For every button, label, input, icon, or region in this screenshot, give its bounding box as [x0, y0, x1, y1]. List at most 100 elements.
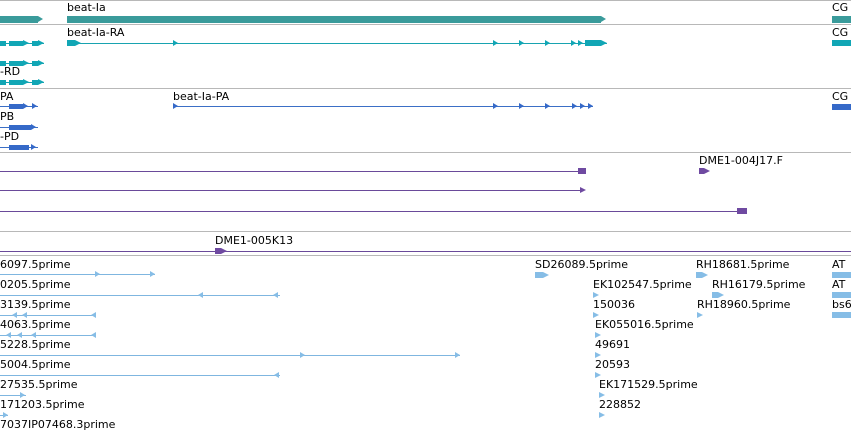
track-divider — [0, 255, 851, 256]
mrna-arrow — [38, 60, 44, 66]
mrna-exon — [0, 80, 6, 85]
protein-right-feature[interactable] — [832, 104, 851, 110]
clone-label-dme1-005k13: DME1-005K13 — [215, 234, 294, 247]
protein-exon — [9, 145, 29, 150]
est-label: RH18960.5prime — [697, 298, 791, 311]
clone-dme1-004j17[interactable] — [699, 168, 704, 174]
clone-line[interactable] — [0, 190, 580, 191]
est-label: 20593 — [595, 358, 630, 371]
mrna-arrow — [578, 40, 583, 46]
est-feature[interactable] — [599, 392, 605, 398]
protein-arrow — [493, 103, 498, 109]
est-line[interactable] — [0, 375, 280, 376]
mrna-exon — [0, 41, 6, 46]
est-arrow — [95, 271, 100, 277]
protein-arrow — [31, 124, 36, 130]
gene-feature-beat-ia[interactable] — [67, 16, 606, 23]
mrna-arrow — [23, 60, 29, 66]
gene-feature-right[interactable] — [832, 16, 851, 23]
est-feature[interactable] — [696, 272, 702, 278]
est-feature[interactable] — [697, 312, 703, 318]
protein-exon — [9, 125, 31, 130]
protein-arrow — [572, 103, 577, 109]
mrna-arrow — [173, 40, 178, 46]
gene-feature-left[interactable] — [0, 16, 43, 23]
est-arrow — [22, 312, 27, 318]
protein-beat-ia-pa[interactable] — [173, 106, 593, 107]
est-label: 0205.5prime — [0, 278, 71, 291]
track-divider — [0, 0, 851, 1]
est-arrow — [6, 332, 11, 338]
mrna-exon — [32, 61, 38, 66]
est-arrow — [543, 272, 549, 278]
protein-arrow — [32, 103, 37, 109]
protein-arrow — [519, 103, 524, 109]
protein-arrow — [31, 144, 36, 150]
mrna-arrow — [519, 40, 524, 46]
est-arrow — [150, 271, 155, 277]
est-feature[interactable] — [593, 292, 599, 298]
est-label: bs6 — [832, 298, 851, 311]
est-arrow — [718, 292, 724, 298]
est-line[interactable] — [0, 295, 280, 296]
clone-dme1-005k13[interactable] — [0, 251, 851, 252]
protein-left-label-b: PB — [0, 110, 15, 123]
est-feature[interactable] — [599, 412, 605, 418]
est-arrow — [17, 332, 22, 338]
est-arrow — [702, 272, 708, 278]
est-line[interactable] — [0, 395, 26, 396]
est-arrow — [3, 412, 8, 418]
est-arrow — [300, 352, 305, 358]
est-feature[interactable] — [595, 352, 601, 358]
est-feature[interactable] — [593, 312, 599, 318]
est-label: 228852 — [599, 398, 641, 411]
est-feature[interactable] — [832, 292, 851, 298]
est-feature[interactable] — [712, 292, 718, 298]
est-feature[interactable] — [535, 272, 543, 278]
est-feature[interactable] — [832, 272, 851, 278]
mrna-exon — [67, 40, 75, 46]
est-label: 5004.5prime — [0, 358, 71, 371]
clone-arrow — [221, 248, 227, 254]
mrna-arrow — [601, 40, 607, 46]
mrna-exon — [9, 80, 23, 85]
clone-line[interactable] — [0, 211, 740, 212]
est-label: EK102547.5prime — [593, 278, 692, 291]
est-arrow — [91, 332, 96, 338]
mrna-beat-ia-ra[interactable] — [67, 43, 607, 44]
est-label: 7037IP07468.3prime — [0, 418, 116, 431]
est-line[interactable] — [0, 274, 155, 275]
mrna-exon — [32, 80, 38, 85]
mrna-arrow — [75, 40, 81, 46]
track-divider — [0, 88, 851, 89]
est-arrow — [455, 352, 460, 358]
clone-label-dme1-004j17: DME1-004J17.F — [699, 154, 783, 167]
clone-arrow — [704, 168, 710, 174]
clone-start — [215, 248, 221, 254]
mrna-arrow — [571, 40, 576, 46]
mrna-right-label: CG — [832, 26, 849, 39]
est-label: 4063.5prime — [0, 318, 71, 331]
protein-exon — [9, 104, 23, 109]
est-label: 49691 — [595, 338, 630, 351]
est-label: RH16179.5prime — [712, 278, 806, 291]
est-arrow — [198, 292, 203, 298]
est-label: 3139.5prime — [0, 298, 71, 311]
est-line[interactable] — [0, 315, 96, 316]
mrna-right-feature[interactable] — [832, 40, 851, 46]
est-line[interactable] — [0, 355, 460, 356]
protein-label: beat-Ia-PA — [173, 90, 230, 103]
est-feature[interactable] — [595, 372, 601, 378]
mrna-exon — [585, 40, 601, 46]
mrna-exon — [9, 41, 23, 46]
mrna-exon — [9, 61, 23, 66]
est-feature[interactable] — [832, 312, 851, 318]
clone-line[interactable] — [0, 171, 580, 172]
est-label: 6097.5prime — [0, 258, 71, 271]
est-line[interactable] — [0, 335, 96, 336]
est-label: RH18681.5prime — [696, 258, 790, 271]
est-label: 171203.5prime — [0, 398, 85, 411]
est-feature[interactable] — [595, 332, 601, 338]
est-arrow — [31, 332, 36, 338]
protein-left-label-a: PA — [0, 90, 14, 103]
